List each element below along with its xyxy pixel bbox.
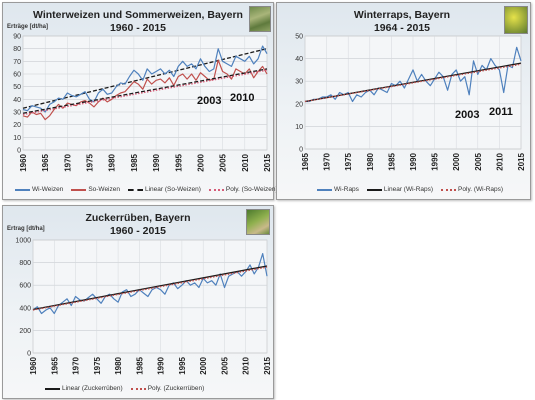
chart-panel-zuckerrueben: Zuckerrüben, Bayern 1960 - 2015 Ertrag [… (2, 205, 274, 399)
chart-title: Winterraps, Bayern 1964 - 2015 (353, 9, 451, 34)
x-tick-label: 2005 (474, 152, 483, 170)
legend-label: Wi-Raps (334, 186, 359, 193)
series-line (22, 59, 268, 121)
chart-plot-weizen: 0 10 20 30 40 50 60 70 80 90 1960 1965 1970 1975 1980 1… (13, 34, 272, 172)
x-tick-label: 2015 (263, 356, 272, 374)
y-tick-label: 20 (295, 101, 303, 108)
chart-title: Winterweizen und Sommerweizen, Bayern 19… (33, 9, 243, 34)
x-tick-label: 2015 (263, 153, 272, 171)
x-tick-label: 1980 (366, 152, 375, 170)
x-tick-label: 1985 (130, 153, 139, 171)
x-tick-label: 2000 (452, 152, 461, 170)
x-tick-label: 2000 (196, 153, 205, 171)
x-tick-label: 1995 (174, 153, 183, 171)
y-tick-label: 800 (19, 260, 31, 267)
y-tick-label: 40 (295, 56, 303, 63)
y-tick-label: 10 (13, 135, 21, 142)
legend-label: Poly. (Wi-Raps) (458, 186, 504, 193)
y-tick-label: 200 (19, 328, 31, 335)
chart-legend: Linear (Zuckerrüben) Poly. (Zuckerrüben) (45, 385, 204, 392)
chart-panel-weizen: Winterweizen und Sommerweizen, Bayern 19… (2, 2, 278, 200)
y-tick-label: 40 (13, 97, 21, 104)
x-tick-label: 2010 (242, 356, 251, 374)
x-tick-label: 1985 (387, 152, 396, 170)
y-tick-label: 50 (295, 34, 303, 41)
x-tick-label: 1975 (93, 356, 102, 374)
x-tick-label: 1965 (41, 153, 50, 171)
x-tick-label: 1970 (72, 356, 81, 374)
y-tick-label: 10 (295, 124, 303, 131)
y-tick-label: 60 (13, 72, 21, 79)
y-axis-label: Ertrag [dt/ha] (7, 226, 45, 232)
y-tick-label: 70 (13, 59, 21, 66)
y-tick-label: 400 (19, 305, 31, 312)
chart-plot-raps: 0 10 20 30 40 50 1965 1970 1975 1980 1985 1990 1995 2… (295, 34, 526, 171)
x-tick-label: 1975 (344, 152, 353, 170)
y-tick-label: 80 (13, 46, 21, 53)
chart-panel-raps: Winterraps, Bayern 1964 - 2015 0 10 20 30 40… (276, 2, 531, 200)
x-tick-label: 1980 (108, 153, 117, 171)
y-tick-label: 20 (13, 122, 21, 129)
trend-line (304, 63, 522, 103)
x-tick-label: 1960 (19, 153, 28, 171)
x-tick-label: 1995 (178, 356, 187, 374)
x-tick-label: 2015 (517, 152, 526, 170)
annotation-year: 2003 (197, 95, 222, 107)
x-tick-label: 1970 (323, 152, 332, 170)
sugarbeet-photo-thumbnail (246, 209, 270, 235)
x-tick-label: 1990 (152, 153, 161, 171)
chart-title: Zuckerrüben, Bayern 1960 - 2015 (85, 212, 191, 237)
series-line (32, 252, 268, 315)
wheat-photo-thumbnail (249, 6, 271, 32)
y-axis-label: Erträge [dt/ha] (7, 24, 49, 30)
legend-label: Poly. (So-Weizen) (225, 186, 278, 193)
rapeseed-photo-thumbnail (504, 6, 528, 34)
y-tick-label: 0 (299, 147, 303, 154)
trend-line (22, 69, 268, 116)
x-tick-label: 1975 (86, 153, 95, 171)
annotation-year: 2003 (455, 109, 480, 121)
y-tick-label: 1000 (15, 238, 31, 245)
y-tick-label: 30 (295, 79, 303, 86)
legend-label: Linear (Zuckerrüben) (62, 385, 123, 392)
chart-plot-zuckerrueben: 0 200 400 600 800 1000 1960 1965 1970 1975 1980 198… (15, 238, 272, 375)
legend-label: Linear (So-Weizen) (144, 186, 201, 193)
series-line (305, 46, 522, 103)
y-tick-label: 600 (19, 283, 31, 290)
annotation-year: 2011 (489, 106, 513, 118)
x-tick-label: 2010 (495, 152, 504, 170)
legend-label: Wi-Weizen (32, 186, 64, 193)
trend-line (22, 68, 268, 114)
y-tick-label: 0 (27, 351, 31, 358)
x-tick-label: 1985 (135, 356, 144, 374)
y-tick-label: 90 (13, 34, 21, 41)
x-tick-label: 2000 (199, 356, 208, 374)
x-tick-label: 1960 (29, 356, 38, 374)
x-tick-label: 1970 (63, 153, 72, 171)
legend-label: Linear (Wi-Raps) (383, 186, 434, 193)
chart-legend: Wi-Weizen So-Weizen Linear (So-Weizen) P… (15, 186, 278, 193)
legend-label: So-Weizen (88, 186, 120, 193)
trend-line (32, 266, 268, 311)
legend-label: Poly. (Zuckerrüben) (147, 385, 205, 392)
chart-legend: Wi-Raps Linear (Wi-Raps) Poly. (Wi-Raps) (317, 186, 503, 193)
x-tick-label: 1990 (409, 152, 418, 170)
y-tick-label: 30 (13, 110, 21, 117)
x-tick-label: 2005 (220, 356, 229, 374)
x-tick-label: 2005 (219, 153, 228, 171)
series-line (22, 45, 268, 113)
y-tick-label: 50 (13, 84, 21, 91)
x-tick-label: 1965 (50, 356, 59, 374)
x-tick-label: 1995 (431, 152, 440, 170)
x-tick-label: 1965 (301, 152, 310, 170)
x-tick-label: 1990 (157, 356, 166, 374)
x-tick-label: 1980 (114, 356, 123, 374)
annotation-year: 2010 (230, 92, 255, 104)
y-tick-label: 0 (17, 148, 21, 155)
plot-area (32, 239, 268, 354)
x-tick-label: 2010 (241, 153, 250, 171)
